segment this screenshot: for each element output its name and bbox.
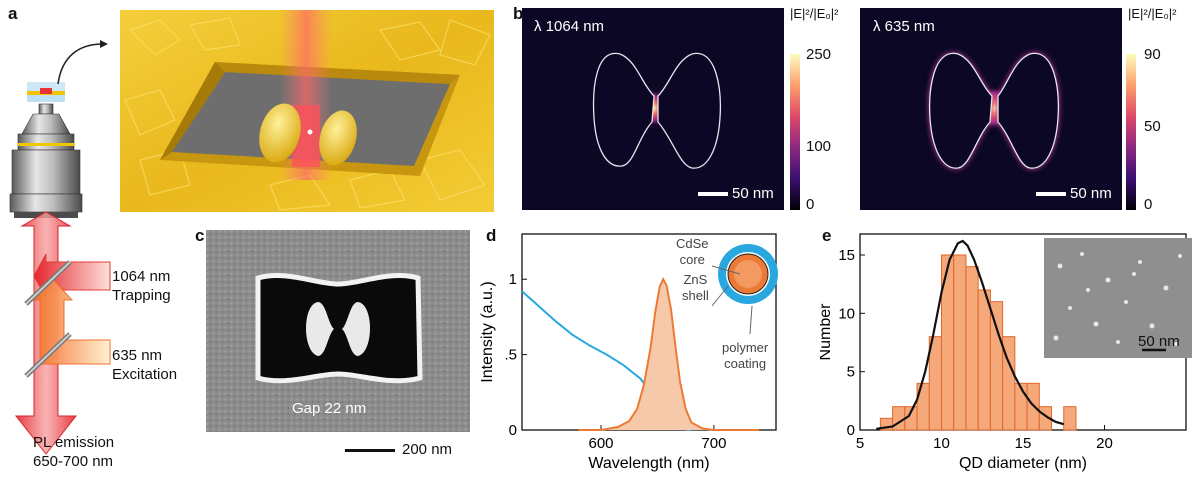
histogram-ytick-label: 5: [847, 364, 855, 381]
spectra-ylabel: Intensity (a.u.): [480, 281, 496, 382]
legend-coating-label: polymer coating: [722, 340, 769, 371]
histogram-bar: [1063, 406, 1077, 431]
colorbar-1-tick-mid: 100: [806, 138, 832, 155]
excitation-wavelength-label: 635 nm: [112, 347, 163, 364]
qd-sem-inset: [1044, 238, 1192, 358]
sem-scalebar-label: 200 nm: [402, 441, 453, 458]
colorbar-1-tick-max: 250: [806, 46, 832, 63]
map-1064-title: λ 1064 nm: [534, 18, 605, 35]
spectra-xtick-label: 700: [701, 435, 726, 452]
colorbar-2-tick-min: 0: [1144, 196, 1153, 213]
colorbar-2-label: |E|²/|E₀|²: [1128, 6, 1177, 21]
panel-label-b: b: [513, 4, 524, 23]
histogram-xtick-label: 15: [1015, 435, 1032, 452]
histogram-bar: [977, 289, 991, 431]
legend-shell-label: ZnS shell: [682, 272, 709, 303]
map-635-scalebar-label: 50 nm: [1070, 185, 1112, 202]
spectra-ytick-label: 0: [509, 422, 517, 439]
spectra-series-1-line: [578, 277, 760, 431]
inset-scalebar-label: 50 nm: [1138, 333, 1180, 350]
histogram-ytick-label: 15: [838, 247, 855, 264]
legend-core-label: CdSe core: [676, 236, 709, 267]
histogram-xtick-label: 10: [933, 435, 950, 452]
microscope-illustration: [9, 40, 111, 455]
trapping-label: Trapping: [112, 287, 171, 304]
panel-label-d: d: [486, 226, 497, 245]
colorbar-1-label: |E|²/|E₀|²: [790, 6, 839, 21]
histogram-xtick-label: 20: [1096, 435, 1113, 452]
sem-scalebar: [345, 449, 395, 452]
gap-label: Gap 22 nm: [292, 400, 367, 417]
histogram-bar: [1014, 382, 1028, 431]
histogram-bar: [953, 254, 967, 431]
pl-emission-range-label: 650-700 nm: [33, 453, 114, 470]
histogram-bar: [989, 301, 1004, 431]
field-maps: [522, 8, 1136, 210]
histogram-bar: [928, 336, 943, 431]
map-1064-scalebar-label: 50 nm: [732, 185, 774, 202]
panel-label-e: e: [822, 226, 832, 245]
sem-image: [206, 230, 470, 432]
spectra-xtick-label: 600: [589, 435, 614, 452]
histogram-xtick-label: 5: [856, 435, 864, 452]
histogram-ytick-label: 0: [847, 422, 855, 439]
histogram-bar: [965, 266, 979, 431]
panel-label-a: a: [8, 4, 18, 23]
nanoaperture-render: [120, 10, 494, 212]
spectra-chart: 600 700 0 .5 1 Wavelength (nm) Intensity (a.u.…: [480, 233, 778, 472]
map-635-title: λ 635 nm: [873, 18, 935, 35]
excitation-label: Excitation: [112, 366, 178, 383]
colorbar-1-tick-min: 0: [806, 196, 815, 213]
histogram-ytick-label: 10: [838, 305, 855, 322]
pl-emission-label: PL emission: [33, 434, 115, 451]
histogram-fit-curve: [876, 239, 1065, 430]
trapping-wavelength-label: 1064 nm: [112, 268, 171, 285]
histogram-ylabel: Number: [820, 303, 834, 361]
spectra-ytick-label: .5: [504, 347, 517, 364]
spectra-xlabel: Wavelength (nm): [588, 455, 709, 472]
spectra-ytick-label: 1: [509, 271, 517, 288]
histogram-xlabel: QD diameter (nm): [959, 455, 1087, 472]
colorbar-2-tick-max: 90: [1144, 46, 1161, 63]
spectra-series-1-fill: [578, 279, 760, 430]
colorbar-2-tick-mid: 50: [1144, 118, 1161, 135]
panel-label-c: c: [195, 226, 205, 245]
